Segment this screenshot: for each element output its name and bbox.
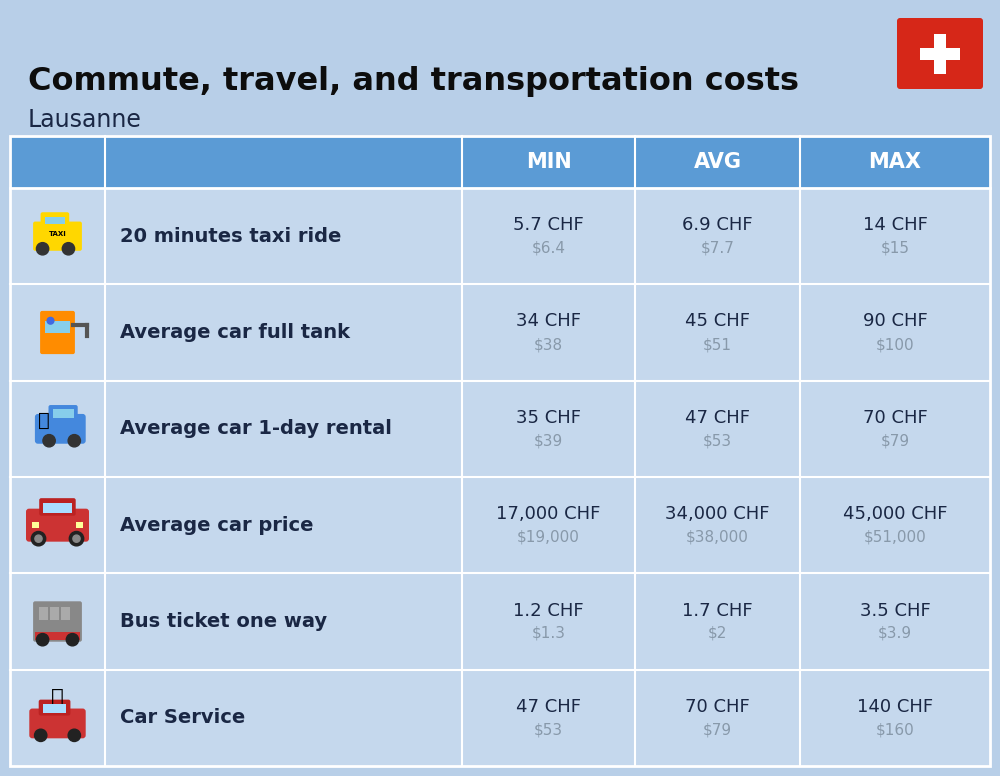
Text: $39: $39 (534, 433, 563, 449)
Bar (43, 503, 72, 513)
Text: 34 CHF: 34 CHF (516, 313, 581, 331)
Text: 1.2 CHF: 1.2 CHF (513, 601, 584, 619)
FancyBboxPatch shape (41, 212, 69, 227)
Text: $7.7: $7.7 (701, 241, 734, 255)
Text: Car Service: Car Service (120, 708, 245, 727)
Text: $53: $53 (703, 433, 732, 449)
Text: 1.7 CHF: 1.7 CHF (682, 601, 753, 619)
Bar (934, 33, 946, 74)
Text: 140 CHF: 140 CHF (857, 698, 933, 715)
Circle shape (47, 317, 54, 324)
Text: 🔧: 🔧 (51, 688, 64, 708)
Text: $79: $79 (880, 433, 910, 449)
FancyBboxPatch shape (29, 708, 86, 738)
Text: $51: $51 (703, 337, 732, 352)
Bar (50, 607, 59, 619)
Bar (39, 607, 48, 619)
Circle shape (68, 729, 80, 742)
Text: $100: $100 (876, 337, 914, 352)
Text: $6.4: $6.4 (532, 241, 566, 255)
Text: Average car 1-day rental: Average car 1-day rental (120, 419, 392, 438)
Text: AVG: AVG (694, 152, 742, 172)
Circle shape (35, 729, 47, 742)
Bar (35, 632, 80, 639)
Text: 5.7 CHF: 5.7 CHF (513, 217, 584, 234)
Text: Commute, travel, and transportation costs: Commute, travel, and transportation cost… (28, 66, 799, 97)
Text: 3.5 CHF: 3.5 CHF (860, 601, 930, 619)
FancyBboxPatch shape (33, 601, 82, 642)
Circle shape (36, 633, 49, 646)
Text: $79: $79 (703, 722, 732, 737)
Text: Lausanne: Lausanne (28, 108, 142, 132)
Text: 70 CHF: 70 CHF (685, 698, 750, 715)
Bar (32, 522, 39, 528)
Text: $15: $15 (881, 241, 910, 255)
Text: 45 CHF: 45 CHF (685, 313, 750, 331)
Text: MIN: MIN (526, 152, 571, 172)
Bar (43, 704, 66, 712)
Text: 14 CHF: 14 CHF (863, 217, 927, 234)
FancyBboxPatch shape (39, 498, 76, 516)
Circle shape (35, 535, 42, 542)
Text: $51,000: $51,000 (864, 530, 926, 545)
Text: 70 CHF: 70 CHF (863, 409, 927, 427)
Text: Average car price: Average car price (120, 516, 314, 535)
Circle shape (62, 243, 75, 255)
Bar (52, 409, 74, 418)
Text: 47 CHF: 47 CHF (516, 698, 581, 715)
Text: $160: $160 (876, 722, 914, 737)
Circle shape (73, 535, 80, 542)
Text: 20 minutes taxi ride: 20 minutes taxi ride (120, 227, 341, 246)
Text: 17,000 CHF: 17,000 CHF (496, 505, 601, 523)
FancyBboxPatch shape (35, 414, 86, 444)
Text: 90 CHF: 90 CHF (863, 313, 927, 331)
FancyBboxPatch shape (39, 700, 70, 715)
Bar (45, 320, 70, 332)
Text: 35 CHF: 35 CHF (516, 409, 581, 427)
Text: 47 CHF: 47 CHF (685, 409, 750, 427)
Circle shape (68, 435, 80, 447)
Text: Average car full tank: Average car full tank (120, 323, 350, 342)
FancyBboxPatch shape (48, 405, 78, 421)
Circle shape (69, 532, 84, 546)
Bar (45, 217, 65, 223)
Circle shape (36, 243, 49, 255)
Text: $3.9: $3.9 (878, 626, 912, 641)
Text: 45,000 CHF: 45,000 CHF (843, 505, 947, 523)
Bar (10, 136, 990, 766)
Text: 🔑: 🔑 (38, 411, 49, 430)
Text: 6.9 CHF: 6.9 CHF (682, 217, 753, 234)
Text: $19,000: $19,000 (517, 530, 580, 545)
Bar (920, 47, 960, 60)
Text: 34,000 CHF: 34,000 CHF (665, 505, 770, 523)
Bar (61, 607, 70, 619)
Text: $2: $2 (708, 626, 727, 641)
Bar (76, 522, 83, 528)
Circle shape (43, 435, 55, 447)
FancyBboxPatch shape (40, 311, 75, 354)
Text: Bus ticket one way: Bus ticket one way (120, 612, 327, 631)
Circle shape (31, 532, 46, 546)
Text: $1.3: $1.3 (532, 626, 566, 641)
FancyBboxPatch shape (26, 508, 89, 542)
Circle shape (66, 633, 79, 646)
Text: TAXI: TAXI (49, 231, 66, 237)
FancyBboxPatch shape (897, 18, 983, 89)
Text: MAX: MAX (868, 152, 922, 172)
Bar (10, 136, 990, 188)
Text: $53: $53 (534, 722, 563, 737)
Text: $38,000: $38,000 (686, 530, 749, 545)
FancyBboxPatch shape (33, 222, 82, 251)
Text: $38: $38 (534, 337, 563, 352)
Bar (10, 136, 990, 766)
